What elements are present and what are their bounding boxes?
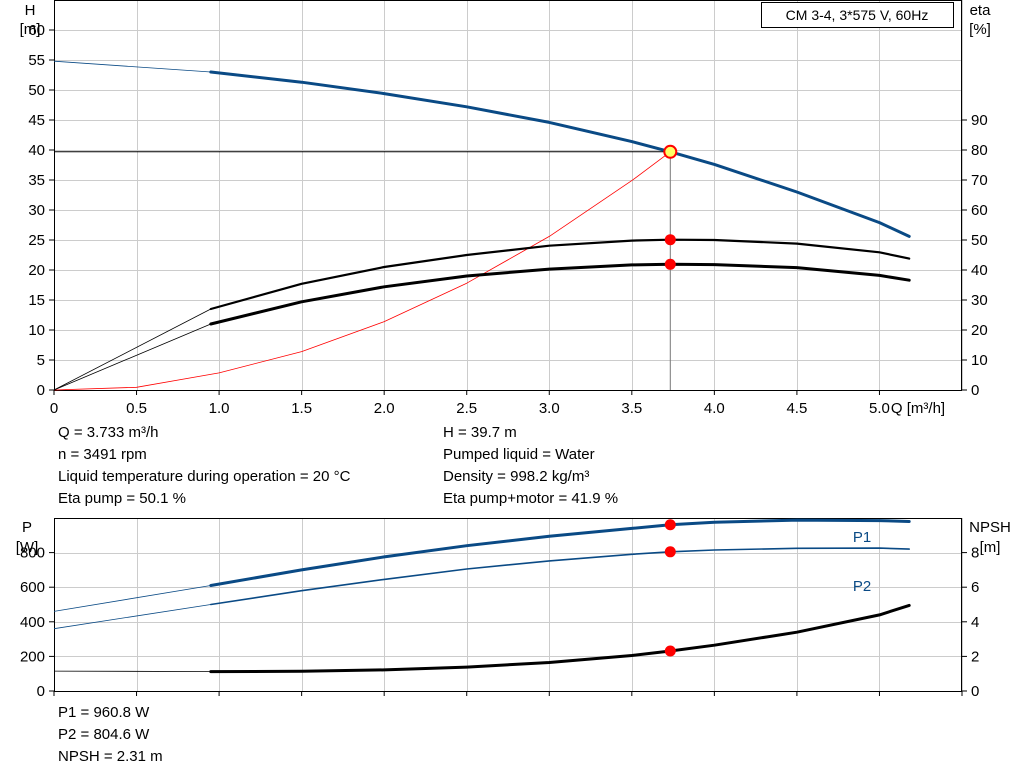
info-lower-block: P1 = 960.8 W P2 = 804.6 W NPSH = 2.31 m [58, 702, 163, 768]
head-curve-extrapolated [53, 60, 211, 73]
y-right-tick-label: 70 [971, 172, 988, 189]
plot-frame-main [54, 0, 962, 391]
y-left-axis-unit-lower: [W] [16, 539, 39, 556]
y-left-axis-title: H [25, 2, 36, 19]
y-left-tick-label-lower: 0 [37, 683, 45, 700]
x-tick-label: 4.0 [704, 400, 725, 417]
y-left-tick-label: 0 [37, 382, 45, 399]
info-liquid-temperature: Liquid temperature during operation = 20… [58, 468, 351, 485]
y-left-tick-label-lower: 400 [20, 614, 45, 631]
y-left-tick-label: 10 [28, 322, 45, 339]
info-density: Density = 998.2 kg/m³ [443, 468, 590, 485]
y-right-axis-title-lower: NPSH [969, 519, 1011, 536]
p1-point [664, 519, 676, 531]
x-tick-label: 0 [50, 400, 58, 417]
y-left-tick-label: 30 [28, 202, 45, 219]
p2-curve [210, 547, 910, 606]
y-left-tick-label: 15 [28, 292, 45, 309]
p2-point [664, 546, 676, 558]
eta-pump-motor-point [664, 258, 676, 270]
npsh-curve [209, 603, 911, 674]
y-left-axis-unit: [m] [20, 21, 41, 38]
eta-pump-curve-extrapolated [53, 308, 211, 391]
y-left-tick-label: 20 [28, 262, 45, 279]
head-curve [209, 70, 911, 238]
y-right-axis-unit-lower: [m] [980, 539, 1001, 556]
y-left-tick-label: 50 [28, 82, 45, 99]
p1-series-label: P1 [853, 529, 871, 546]
y-right-axis-title: eta [970, 2, 992, 19]
x-tick-label: 2.0 [374, 400, 395, 417]
x-tick-label: 1.5 [291, 400, 312, 417]
eta-pump-motor-curve-extrapolated [53, 323, 211, 391]
p1-curve [209, 518, 911, 587]
x-axis-label: Q [m³/h] [891, 400, 945, 417]
x-tick-label: 2.5 [456, 400, 477, 417]
y-left-tick-label: 60 [28, 22, 45, 39]
y-right-tick-label-lower: 2 [971, 648, 979, 665]
y-left-tick-label: 45 [28, 112, 45, 129]
y-right-tick-label-lower: 8 [971, 545, 979, 562]
eta-pump-curve [209, 238, 911, 311]
info-p2: P2 = 804.6 W [58, 726, 150, 743]
info-flow: Q = 3.733 m³/h [58, 424, 159, 441]
info-head: H = 39.7 m [443, 424, 517, 441]
y-right-tick-label: 90 [971, 112, 988, 129]
y-right-tick-label-lower: 4 [971, 614, 979, 631]
x-tick-label: 0.5 [126, 400, 147, 417]
y-right-tick-label-lower: 0 [971, 683, 979, 700]
info-p1: P1 = 960.8 W [58, 704, 150, 721]
y-left-tick-label: 55 [28, 52, 45, 69]
y-left-tick-label: 25 [28, 232, 45, 249]
npsh-curve-extrapolated [53, 670, 211, 672]
eta-pump-motor-curve [209, 262, 911, 326]
info-eta-pump: Eta pump = 50.1 % [58, 490, 186, 507]
plot-area-lower [54, 518, 962, 691]
y-left-tick-label: 40 [28, 142, 45, 159]
info-left-block: Q = 3.733 m³/h n = 3491 rpm Liquid tempe… [58, 422, 350, 510]
x-tick-label: 3.5 [621, 400, 642, 417]
y-right-tick-label: 10 [971, 352, 988, 369]
info-speed: n = 3491 rpm [58, 446, 147, 463]
info-npsh: NPSH = 2.31 m [58, 748, 163, 765]
x-tick-label: 4.5 [786, 400, 807, 417]
p2-series-label: P2 [853, 578, 871, 595]
y-right-tick-label: 0 [971, 382, 979, 399]
npsh-point [664, 645, 676, 657]
p1-curve-extrapolated [53, 585, 211, 612]
y-left-tick-label: 5 [37, 352, 45, 369]
p2-curve-extrapolated [53, 604, 211, 630]
y-left-tick-label-lower: 600 [20, 579, 45, 596]
plot-area-main [54, 0, 962, 390]
x-tick-label: 5.0 [869, 400, 890, 417]
y-right-tick-label: 20 [971, 322, 988, 339]
grid-main [54, 0, 963, 390]
info-eta-pump-motor: Eta pump+motor = 41.9 % [443, 490, 619, 507]
operating-point-marker [663, 144, 678, 159]
y-left-tick-label: 35 [28, 172, 45, 189]
info-pumped-liquid: Pumped liquid = Water [443, 446, 595, 463]
x-tick-label: 1.0 [209, 400, 230, 417]
y-right-tick-label: 60 [971, 202, 988, 219]
legend-box-text: CM 3-4, 3*575 V, 60Hz [786, 7, 929, 23]
eta-pump-point [664, 234, 676, 246]
system-curve [53, 151, 671, 391]
y-right-tick-label: 50 [971, 232, 988, 249]
y-right-tick-label: 40 [971, 262, 988, 279]
y-right-tick-label-lower: 6 [971, 579, 979, 596]
y-right-tick-label: 80 [971, 142, 988, 159]
info-right-block: H = 39.7 m Pumped liquid = Water Density… [443, 422, 618, 510]
y-left-axis-title-lower: P [22, 519, 32, 536]
y-right-tick-label: 30 [971, 292, 988, 309]
plot-frame-lower [54, 518, 962, 692]
y-left-tick-label-lower: 200 [20, 648, 45, 665]
legend-box [761, 2, 954, 28]
x-tick-label: 3.0 [539, 400, 560, 417]
y-left-tick-label-lower: 800 [20, 545, 45, 562]
y-right-axis-unit: [%] [969, 21, 991, 38]
